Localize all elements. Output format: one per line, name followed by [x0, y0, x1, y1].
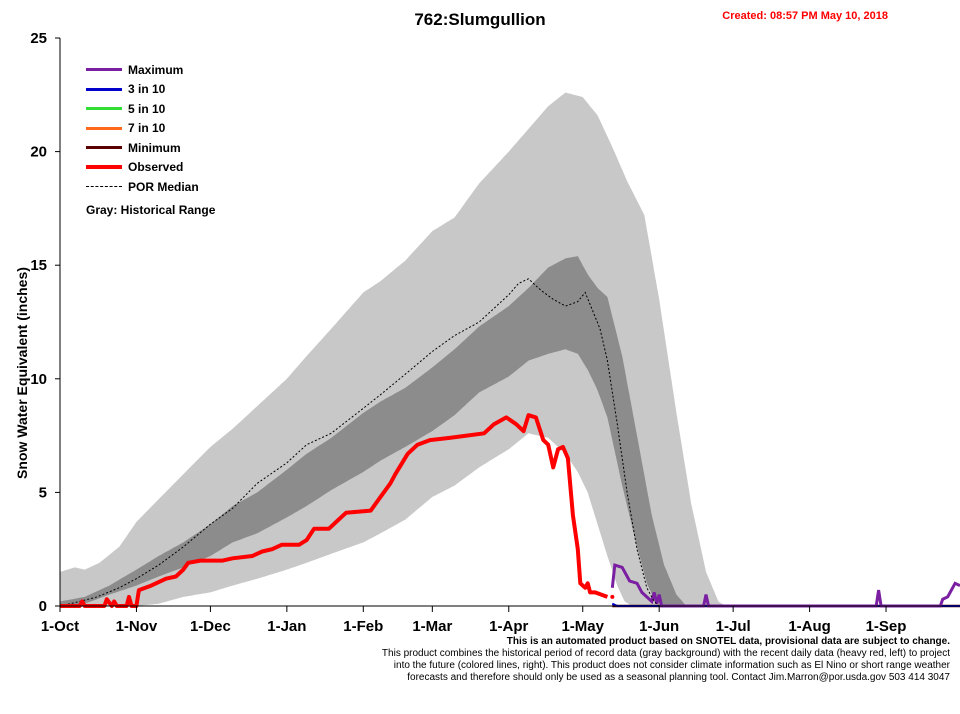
x-tick-label: 1-Feb: [343, 618, 383, 635]
chart-title: 762:Slumgullion: [414, 10, 546, 29]
legend-swatch: [86, 165, 122, 170]
legend: Maximum 3 in 10 5 in 10 7 in 10 Minimum Obser…: [86, 60, 215, 217]
x-tick-label: 1-Jul: [716, 618, 751, 635]
y-tick-label: 15: [30, 257, 47, 274]
legend-swatch: [86, 126, 122, 130]
footer-disclaimer: This is an automated product based on SN…: [300, 636, 950, 684]
footer-line: forecasts and therefore should only be u…: [407, 672, 950, 683]
legend-item: Minimum: [86, 138, 215, 158]
x-tick-label: 1-Mar: [412, 618, 452, 635]
x-tick-label: 1-Dec: [190, 618, 231, 635]
footer-line: into the future (colored lines, right). …: [393, 660, 950, 671]
x-tick-label: 1-Sep: [866, 618, 907, 635]
x-tick-label: 1-Jun: [639, 618, 679, 635]
legend-swatch: [86, 68, 122, 72]
legend-label: 5 in 10: [128, 101, 166, 116]
created-timestamp: Created: 08:57 PM May 10, 2018: [722, 10, 888, 22]
legend-item: 3 in 10: [86, 80, 215, 100]
y-axis-label: Snow Water Equivalent (inches): [14, 267, 30, 479]
y-tick-label: 25: [30, 30, 47, 47]
legend-label: Observed: [128, 160, 184, 175]
x-tick-label: 1-Apr: [489, 618, 528, 635]
legend-item: POR Median: [86, 177, 215, 197]
footer-line: This is an automated product based on SN…: [506, 636, 950, 647]
x-tick-label: 1-Jan: [267, 618, 306, 635]
legend-label: POR Median: [128, 179, 199, 194]
x-tick-label: 1-Nov: [116, 618, 158, 635]
legend-gray-note: Gray: Historical Range: [86, 202, 216, 217]
observed-point: [610, 594, 615, 599]
y-tick-label: 10: [30, 371, 47, 388]
legend-item: Observed: [86, 158, 215, 178]
legend-label: Minimum: [128, 140, 181, 155]
y-tick-label: 0: [39, 598, 47, 615]
y-tick-label: 5: [39, 484, 47, 501]
historical-range-band: [60, 92, 726, 606]
legend-swatch: [86, 146, 122, 150]
x-tick-label: 1-May: [561, 618, 604, 635]
legend-label: Maximum: [128, 62, 184, 77]
por-median-line: [59, 278, 660, 607]
legend-label: 7 in 10: [128, 121, 166, 136]
legend-swatch: [86, 186, 122, 188]
x-tick-label: 1-Oct: [41, 618, 79, 635]
legend-item: Maximum: [86, 60, 215, 80]
legend-swatch: [86, 107, 122, 111]
footer-line: This product combines the historical per…: [381, 648, 950, 659]
historical-interquartile-band: [60, 256, 687, 606]
y-tick-label: 20: [30, 144, 47, 161]
x-tick-label: 1-Aug: [788, 618, 831, 635]
legend-label: 3 in 10: [128, 82, 166, 97]
legend-item: 5 in 10: [86, 99, 215, 119]
legend-item: 7 in 10: [86, 119, 215, 139]
legend-swatch: [86, 87, 122, 91]
observed-line: [60, 413, 609, 608]
